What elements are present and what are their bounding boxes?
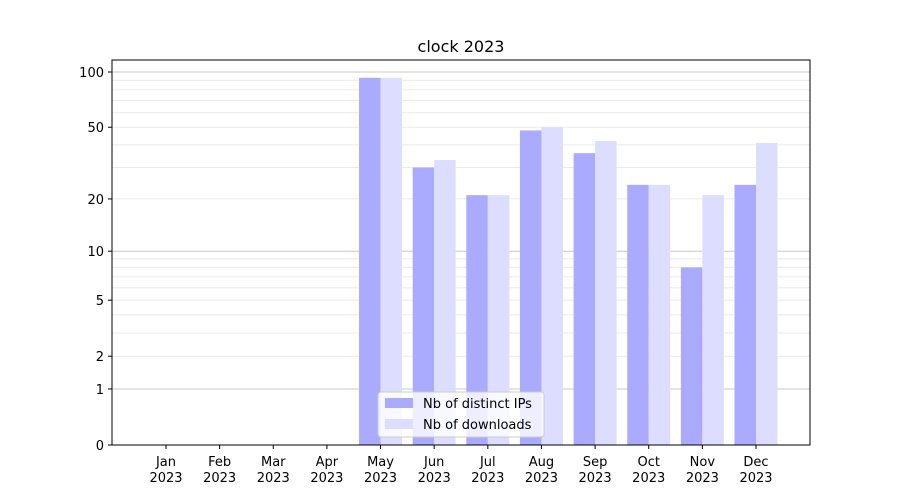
y-tick-label: 0: [96, 439, 104, 454]
plot-frame: [111, 59, 811, 446]
bar-ips: [359, 77, 381, 445]
chart-title: clock 2023: [418, 37, 505, 56]
bar-downloads: [756, 142, 778, 445]
legend-swatch-downloads: [385, 419, 413, 429]
legend-box: [377, 391, 545, 438]
legend-swatch-ips: [385, 398, 413, 408]
y-tick-label: 10: [87, 245, 104, 260]
y-tick-label: 100: [79, 66, 104, 81]
x-tick-label: Apr 2023: [310, 455, 343, 486]
y-tick-label: 2: [96, 350, 104, 365]
x-tick-label: Oct 2023: [632, 455, 665, 486]
x-tick-label: Jul 2023: [471, 455, 504, 486]
bar-downloads: [380, 77, 403, 445]
bar-downloads: [595, 141, 617, 445]
y-axis: 0 1 2 5 10 20 50 100: [79, 66, 112, 454]
legend-label-downloads: Nb of downloads: [423, 418, 532, 433]
x-tick-label: May 2023: [364, 455, 397, 486]
bar-ips: [412, 167, 435, 446]
bar-ips: [627, 184, 649, 445]
x-tick-label: Aug 2023: [525, 455, 558, 486]
x-tick-label: Sep 2023: [579, 455, 612, 486]
y-tick-label: 50: [87, 121, 104, 136]
x-tick-label: Nov 2023: [686, 455, 719, 486]
bar-downloads: [487, 195, 510, 445]
bar-downloads: [648, 184, 671, 445]
bar-ips: [680, 267, 703, 445]
x-tick-label: Dec 2023: [739, 455, 772, 486]
x-tick-label: Feb 2023: [203, 455, 236, 486]
x-tick-label: Mar 2023: [257, 455, 290, 486]
bar-ips: [519, 130, 542, 445]
y-tick-label: 20: [87, 193, 104, 208]
bar-ips: [466, 195, 488, 445]
grid: [112, 71, 810, 390]
x-tick-label: Jan 2023: [149, 455, 182, 486]
x-axis: Jan 2023 Feb 2023 Mar 2023 Apr 2023 May 2023 Jun 20…: [149, 445, 773, 486]
bar-downloads: [541, 127, 563, 445]
bar-downloads: [434, 159, 456, 446]
y-tick-label: 5: [96, 294, 104, 309]
legend: Nb of distinct IPs Nb of downloads: [377, 391, 545, 438]
bar-ips: [573, 153, 596, 445]
bars: [359, 77, 778, 446]
legend-label-ips: Nb of distinct IPs: [423, 397, 532, 412]
x-tick-label: Jun 2023: [418, 455, 451, 486]
bar-ips: [734, 184, 756, 445]
y-tick-label: 1: [96, 383, 104, 398]
bar-downloads: [702, 195, 724, 445]
